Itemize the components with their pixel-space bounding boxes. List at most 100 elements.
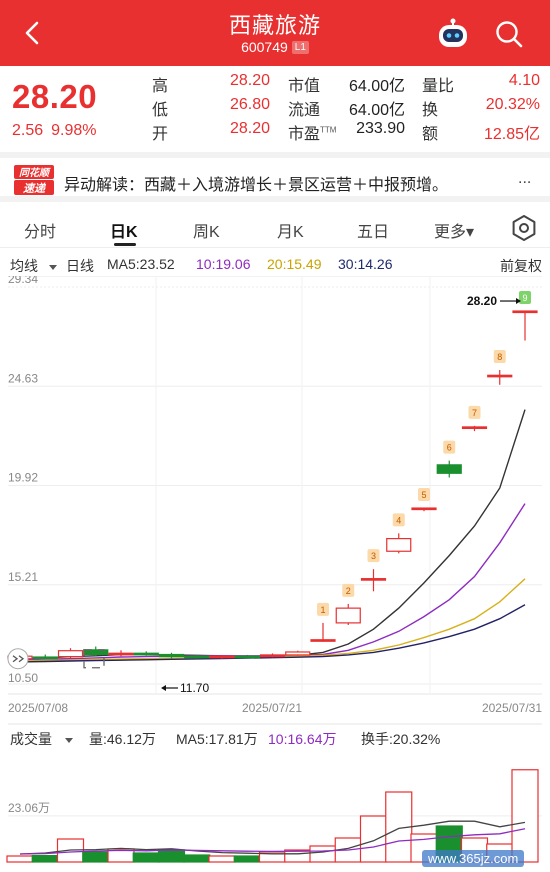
level-badge: L1 — [291, 41, 309, 54]
volume-bar — [6, 855, 34, 863]
news-badge-bottom: 速递 — [23, 182, 47, 195]
limit-up-tag — [367, 549, 380, 563]
x-tick-label: 2025/07/31 — [482, 701, 542, 715]
quote-value: 64.00亿 — [348, 78, 405, 95]
tab-weekly-k[interactable]: 周K — [193, 224, 220, 241]
volume-bar — [511, 769, 539, 863]
limit-up-tag-label: 6 — [447, 443, 452, 453]
candle-body — [512, 310, 538, 314]
quote-value: 20.32% — [485, 96, 540, 113]
limit-up-tag — [418, 488, 430, 502]
x-tick-label: 2025/07/21 — [242, 701, 302, 715]
price-change: 2.56 9.98% — [12, 122, 105, 140]
quote-value: 28.20 — [229, 72, 270, 89]
stock-code: 600749 — [241, 39, 288, 55]
indicator-select[interactable]: 均线 — [10, 258, 38, 274]
tab-five-day[interactable]: 五日 — [357, 224, 390, 241]
news-more[interactable]: ... — [518, 170, 532, 187]
indicator-dropdown-icon[interactable] — [49, 265, 57, 270]
kline-chart[interactable]: 29.34 24.63 19.92 15.21 10.50 2025/07/08 2025/… — [0, 276, 550, 872]
volume-ma-line-vma5 — [19, 820, 526, 855]
limit-up-tag-label: 1 — [320, 605, 325, 615]
volume-bar — [183, 854, 211, 863]
quote-value: 64.00亿 — [348, 102, 405, 119]
chart-tabs: 分时 日K 周K 月K 五日 更多▾ — [0, 208, 550, 248]
volume-tick-label: 23.06万 — [8, 801, 50, 815]
candle-body — [335, 607, 361, 624]
volume-bar — [359, 815, 388, 863]
quote-label: 额 — [422, 126, 439, 143]
y-tick-label: 29.34 — [8, 276, 38, 286]
volume-ma10: 10:16.64万 — [268, 731, 337, 747]
quote-value: 4.10 — [508, 72, 540, 89]
candle-body — [57, 650, 84, 658]
quote-label: 换 — [422, 102, 439, 119]
volume-ma-line-vma10 — [19, 828, 526, 855]
candle-body — [209, 655, 235, 659]
quote-label: 量比 — [422, 78, 455, 95]
candle-body — [259, 654, 286, 658]
zoom-bracket-icon — [83, 649, 105, 669]
volume-bar — [132, 852, 160, 863]
search-icon[interactable] — [494, 19, 524, 49]
quote-cell: 量比 4.10 — [422, 72, 540, 96]
quote-label: 高 — [152, 78, 169, 95]
quote-cell: 低 26.80 — [152, 96, 270, 120]
turnover-rate: 换手:20.32% — [361, 731, 441, 747]
crosshair-handle-chevron — [12, 655, 19, 663]
candle-body — [108, 652, 134, 656]
robot-assistant-icon[interactable] — [436, 18, 470, 50]
change-amount: 2.56 — [12, 122, 44, 139]
candle-body — [487, 374, 513, 378]
low-price-marker: 11.70 — [180, 681, 209, 695]
limit-up-tag-label: 4 — [396, 515, 401, 525]
y-tick-label: 19.92 — [8, 471, 38, 485]
limit-up-tag-label: 5 — [421, 490, 426, 500]
tab-daily-k[interactable]: 日K — [110, 224, 138, 241]
quote-label: 低 — [152, 102, 169, 119]
settings-gear-icon[interactable] — [510, 214, 538, 242]
tab-more[interactable]: 更多▾ — [434, 224, 475, 241]
candle-body — [310, 639, 336, 642]
quote-cell: 高 28.20 — [152, 72, 270, 96]
quote-value: 28.20 — [229, 120, 270, 137]
volume-bar — [309, 845, 337, 863]
limit-up-tag — [443, 440, 456, 454]
quote-cell: 市值 64.00亿 — [288, 72, 405, 96]
volume-dropdown-icon[interactable] — [65, 738, 73, 743]
quote-cell: 额 12.85亿 — [422, 120, 540, 144]
back-arrow-icon[interactable] — [18, 18, 48, 48]
quote-label: 市值 — [288, 78, 321, 95]
quote-value: 26.80 — [229, 96, 270, 113]
crosshair-handle-chevron — [18, 655, 25, 663]
quote-cell: 换 20.32% — [422, 96, 540, 120]
candle-body — [184, 655, 210, 659]
quote-label: 开 — [152, 126, 169, 143]
stock-header: 西藏旅游 600749 L1 — [0, 0, 550, 66]
candle-body — [461, 426, 488, 430]
ma10-value: 10:19.06 — [196, 256, 251, 272]
stock-name: 西藏旅游 — [228, 13, 321, 38]
candle-body — [133, 652, 159, 656]
adjust-mode[interactable]: 前复权 — [500, 258, 542, 274]
quote-label: 流通 — [288, 102, 321, 119]
change-percent: 9.98% — [51, 122, 97, 139]
last-price: 28.20 — [12, 78, 98, 115]
volume-bar — [233, 855, 261, 863]
tab-monthly-k[interactable]: 月K — [277, 224, 304, 241]
ma5-value: MA5:23.52 — [107, 256, 175, 272]
quote-cell: 开 28.20 — [152, 120, 270, 144]
quote-panel: 28.20 2.56 9.98% 高 28.20 市值 64.00亿 量比 4.10 低 26.… — [0, 66, 550, 152]
quote-cell: 流通 64.00亿 — [288, 96, 405, 120]
limit-up-tag — [392, 513, 405, 527]
ma30-value: 30:14.26 — [338, 256, 393, 272]
y-tick-label: 15.21 — [8, 570, 38, 584]
watermark: www.365jz.com — [422, 850, 525, 867]
quote-value: 233.90 — [356, 120, 405, 137]
limit-up-tag-label: 8 — [497, 352, 502, 362]
volume-indicator-select[interactable]: 成交量 — [10, 731, 52, 747]
news-text[interactable]: 异动解读：西藏＋入境游增长＋景区运营＋中报预增。 — [64, 177, 449, 194]
tab-intraday[interactable]: 分时 — [24, 224, 57, 241]
quote-label: 市盈 — [288, 126, 321, 143]
news-ticker[interactable]: 同花顺 速递 异动解读：西藏＋入境游增长＋景区运营＋中报预增。 ... — [0, 152, 550, 202]
